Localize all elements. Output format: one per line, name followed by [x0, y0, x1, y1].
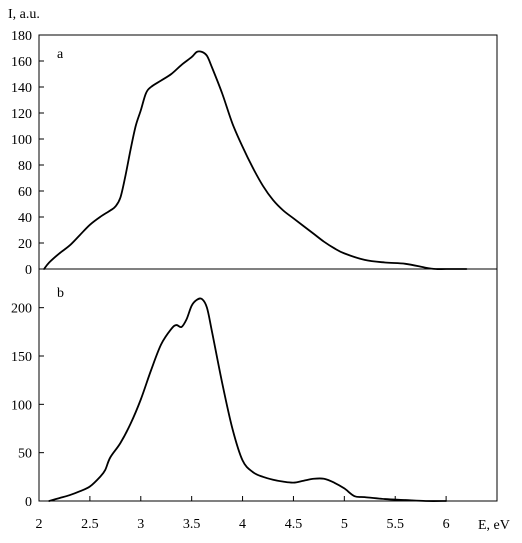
x-tick-label: 5.5 [386, 517, 404, 532]
x-tick-label: 4.5 [285, 517, 303, 532]
panel-a-y-tick-label: 180 [11, 29, 32, 44]
panel-b-frame [38, 268, 498, 502]
x-tick-label: 5 [341, 517, 348, 532]
panel-a-y-tick-label: 100 [11, 133, 32, 148]
panel-b-y-tick-label: 200 [11, 302, 32, 317]
panel-a-y-tick-label: 40 [18, 211, 32, 226]
panel-b-y-tick-label: 0 [25, 495, 32, 510]
panel-a-y-tick-label: 20 [18, 237, 32, 252]
panel-b: b 0 50 100 150 200 2 2.5 3 3.5 4 4.5 5 5.5 6 [11, 268, 498, 532]
panel-b-label: b [57, 286, 64, 301]
panel-b-y-tick-label: 100 [11, 398, 32, 413]
panel-a-spectrum-line [43, 50, 468, 270]
panel-a-y-tick-label: 140 [11, 81, 32, 96]
panel-a-y-tick-label: 120 [11, 107, 32, 122]
panel-a: a 0 20 40 60 80 100 120 140 160 180 [11, 29, 498, 278]
x-tick-label: 3.5 [183, 517, 201, 532]
panel-a-y-tick-label: 60 [18, 185, 32, 200]
x-axis-label: E, eV [478, 518, 510, 533]
y-axis-label: I, a.u. [8, 7, 40, 22]
x-tick-label: 2 [36, 517, 43, 532]
panel-b-spectrum-line [48, 297, 448, 502]
x-tick-label: 4 [239, 517, 246, 532]
panel-b-y-tick-label: 150 [11, 350, 32, 365]
panel-a-label: a [57, 47, 64, 62]
panel-a-frame [38, 34, 498, 270]
x-tick-label: 2.5 [81, 517, 99, 532]
panel-a-y-tick-label: 160 [11, 55, 32, 70]
panel-a-y-tick-label: 0 [25, 263, 32, 278]
x-tick-label: 6 [443, 517, 450, 532]
panel-b-y-tick-label: 50 [18, 447, 32, 462]
panel-a-y-tick-label: 80 [18, 159, 32, 174]
x-tick-label: 3 [137, 517, 144, 532]
